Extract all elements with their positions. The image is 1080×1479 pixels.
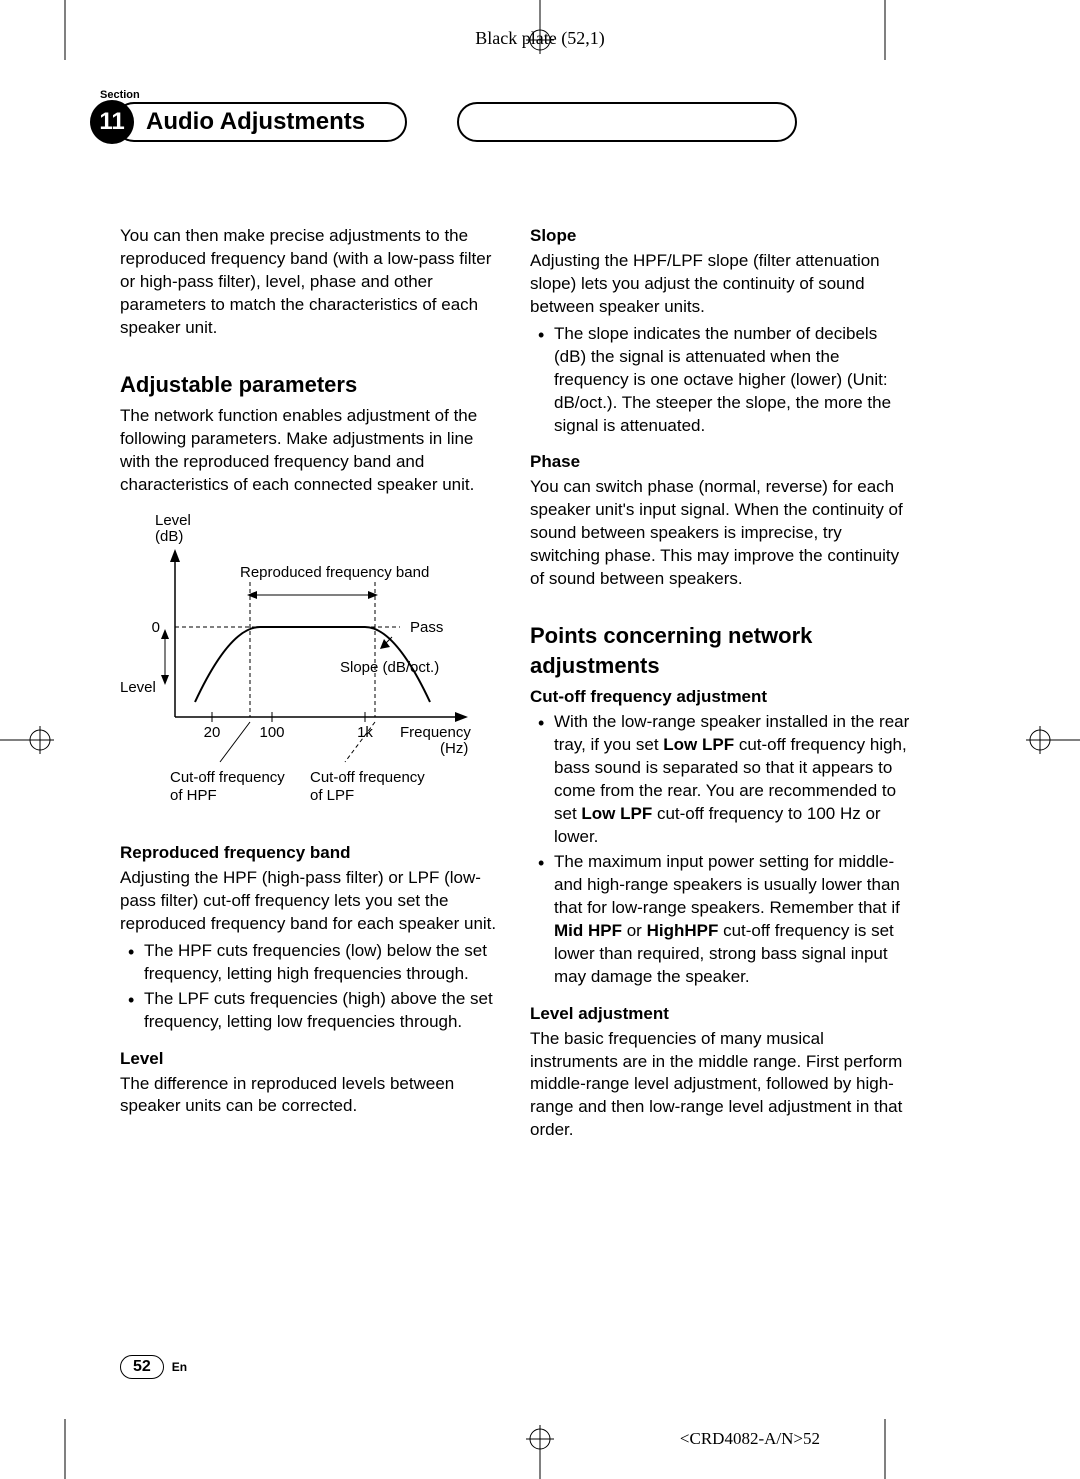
page-number: 52 (120, 1355, 164, 1379)
phase-text: You can switch phase (normal, reverse) f… (530, 476, 910, 591)
level-text: The difference in reproduced levels betw… (120, 1073, 500, 1119)
y-axis-label: Level(dB) (155, 512, 191, 545)
section-number: 11 (90, 100, 134, 144)
crop-mark-bottom (520, 1419, 560, 1479)
slope-text: Adjusting the HPF/LPF slope (filter atte… (530, 250, 910, 319)
rfb-label: Reproduced frequency band (240, 564, 429, 581)
heading-slope: Slope (530, 225, 910, 248)
crop-mark-left (0, 720, 60, 760)
heading-phase: Phase (530, 451, 910, 474)
intro-text: You can then make precise adjustments to… (120, 225, 500, 340)
heading-leveladj: Level adjustment (530, 1003, 910, 1026)
heading-rfb: Reproduced frequency band (120, 842, 500, 865)
lang-code: En (172, 1360, 187, 1374)
plate-label: Black plate (52,1) (475, 28, 604, 49)
frequency-diagram: Level(dB) Reproduced frequency band 0 Pa… (120, 507, 500, 824)
cutoff-bullet-1: With the low-range speaker installed in … (530, 711, 910, 849)
rfb-bullet-2: The LPF cuts frequencies (high) above th… (120, 988, 500, 1034)
right-column: Slope Adjusting the HPF/LPF slope (filte… (530, 225, 910, 1146)
section-title: Audio Adjustments (114, 102, 407, 142)
doc-code: <CRD4082-A/N>52 (680, 1429, 820, 1449)
rfb-bullet-1: The HPF cuts frequencies (low) below the… (120, 940, 500, 986)
tick-100: 100 (259, 724, 284, 741)
empty-pill (457, 102, 797, 142)
lpf-label: Cut-off frequencyof LPF (310, 769, 425, 804)
x-axis-label: Frequency(Hz) (400, 724, 471, 757)
heading-level: Level (120, 1048, 500, 1071)
heading-cutoff: Cut-off frequency adjustment (530, 686, 910, 709)
section-header: 11 Audio Adjustments (90, 100, 990, 144)
crop-mark-tl (50, 0, 80, 60)
params-text: The network function enables adjustment … (120, 405, 500, 497)
tick-1k: 1k (357, 724, 373, 741)
zero-label: 0 (152, 619, 160, 636)
cutoff-bullet-2: The maximum input power setting for midd… (530, 851, 910, 989)
rfb-text: Adjusting the HPF (high-pass filter) or … (120, 867, 500, 936)
crop-mark-right (1020, 720, 1080, 760)
heading-points: Points concerning network adjustments (530, 621, 910, 680)
crop-mark-tr (870, 0, 900, 60)
crop-mark-bl (50, 1419, 80, 1479)
pass-label: Pass (410, 619, 443, 636)
left-column: You can then make precise adjustments to… (120, 225, 500, 1146)
slope-bullet-1: The slope indicates the number of decibe… (530, 323, 910, 438)
heading-adjustable-params: Adjustable parameters (120, 370, 500, 400)
crop-mark-br (870, 1419, 900, 1479)
page-footer: 52 En (120, 1355, 187, 1379)
hpf-label: Cut-off frequencyof HPF (170, 769, 285, 804)
tick-20: 20 (204, 724, 221, 741)
slope-label: Slope (dB/oct.) (340, 659, 439, 676)
level-label: Level (120, 679, 156, 696)
leveladj-text: The basic frequencies of many musical in… (530, 1028, 910, 1143)
